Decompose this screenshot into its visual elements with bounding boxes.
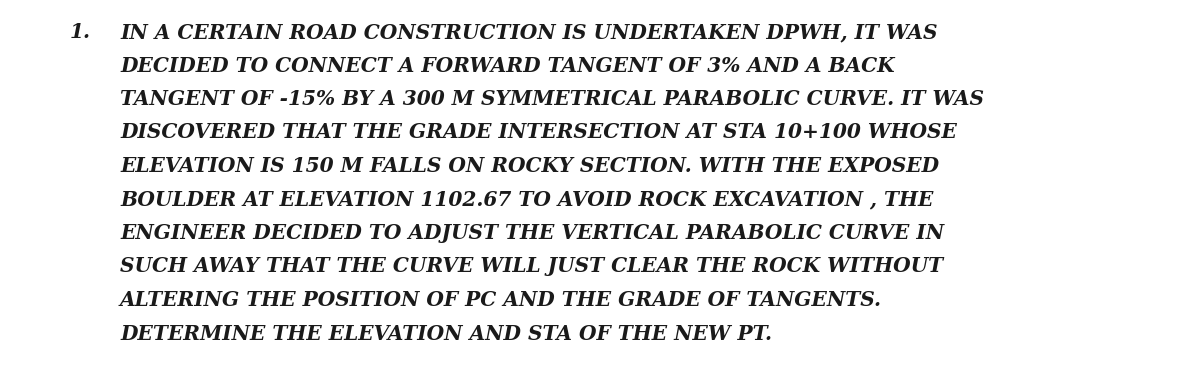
Text: DISCOVERED THAT THE GRADE INTERSECTION AT STA 10+100 WHOSE: DISCOVERED THAT THE GRADE INTERSECTION A… <box>120 123 956 143</box>
Text: IN A CERTAIN ROAD CONSTRUCTION IS UNDERTAKEN DPWH, IT WAS: IN A CERTAIN ROAD CONSTRUCTION IS UNDERT… <box>120 22 937 42</box>
Text: BOULDER AT ELEVATION 1102.67 TO AVOID ROCK EXCAVATION , THE: BOULDER AT ELEVATION 1102.67 TO AVOID RO… <box>120 190 934 209</box>
Text: DECIDED TO CONNECT A FORWARD TANGENT OF 3% AND A BACK: DECIDED TO CONNECT A FORWARD TANGENT OF … <box>120 56 895 76</box>
Text: ALTERING THE POSITION OF PC AND THE GRADE OF TANGENTS.: ALTERING THE POSITION OF PC AND THE GRAD… <box>120 290 882 310</box>
Text: SUCH AWAY THAT THE CURVE WILL JUST CLEAR THE ROCK WITHOUT: SUCH AWAY THAT THE CURVE WILL JUST CLEAR… <box>120 256 943 276</box>
Text: DETERMINE THE ELEVATION AND STA OF THE NEW PT.: DETERMINE THE ELEVATION AND STA OF THE N… <box>120 323 772 344</box>
Text: 1.: 1. <box>70 22 91 42</box>
Text: ENGINEER DECIDED TO ADJUST THE VERTICAL PARABOLIC CURVE IN: ENGINEER DECIDED TO ADJUST THE VERTICAL … <box>120 223 944 243</box>
Text: TANGENT OF -15% BY A 300 M SYMMETRICAL PARABOLIC CURVE. IT WAS: TANGENT OF -15% BY A 300 M SYMMETRICAL P… <box>120 89 984 109</box>
Text: ELEVATION IS 150 M FALLS ON ROCKY SECTION. WITH THE EXPOSED: ELEVATION IS 150 M FALLS ON ROCKY SECTIO… <box>120 156 940 176</box>
